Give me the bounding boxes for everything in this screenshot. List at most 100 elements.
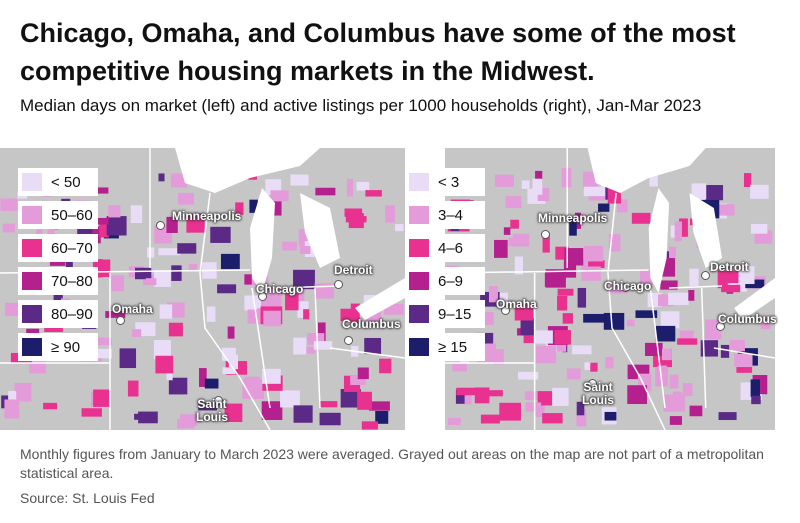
metro-area <box>751 395 761 405</box>
city-dot <box>258 292 267 301</box>
metro-area <box>751 223 768 234</box>
legend-label: ≥ 90 <box>51 338 81 356</box>
legend-item: 60–70 <box>18 234 98 262</box>
state-border <box>607 272 666 430</box>
legend-item: < 50 <box>18 168 98 196</box>
metro-area <box>300 245 311 254</box>
metro-area <box>307 333 325 345</box>
metro-area <box>708 185 718 202</box>
lake <box>689 193 723 268</box>
state-border <box>713 347 775 359</box>
metro-area <box>158 248 181 256</box>
metro-area <box>314 283 335 299</box>
metro-area <box>552 387 569 406</box>
metro-area <box>105 311 126 318</box>
legend-item: ≥ 90 <box>18 333 98 361</box>
legend-swatch <box>22 272 42 290</box>
metro-area <box>743 173 752 188</box>
legend-label: 9–15 <box>438 305 472 323</box>
metro-area <box>677 338 698 345</box>
metro-area <box>729 340 745 352</box>
metro-area <box>525 402 542 412</box>
metro-area <box>609 283 628 294</box>
metro-area <box>5 302 19 316</box>
legend-swatch <box>22 173 42 191</box>
metro-area <box>617 199 628 213</box>
legend-item: 4–6 <box>405 234 485 262</box>
metro-area <box>317 322 326 342</box>
metro-area <box>206 306 216 322</box>
city-dot <box>156 221 165 230</box>
state-border <box>251 287 271 409</box>
metro-area <box>581 266 601 281</box>
metro-area <box>130 205 143 223</box>
metro-area <box>474 387 490 404</box>
city-label: Omaha <box>112 302 153 316</box>
metro-area <box>166 368 173 381</box>
metro-area <box>494 292 508 305</box>
metro-area <box>649 172 658 187</box>
legend-item: 9–15 <box>405 300 485 328</box>
city-label: Detroit <box>334 263 373 277</box>
legend-swatch <box>22 338 42 356</box>
state-border <box>314 287 321 409</box>
metro-area <box>43 402 58 410</box>
metro-area <box>577 287 587 308</box>
metro-area <box>395 224 404 232</box>
metro-area <box>244 376 260 395</box>
metro-area <box>293 269 315 290</box>
metro-area <box>635 310 658 318</box>
state-border <box>607 192 617 274</box>
metro-area <box>280 390 300 408</box>
city-dot <box>334 280 343 289</box>
metro-area <box>170 173 187 188</box>
metro-area <box>93 389 110 407</box>
metro-area <box>608 234 621 252</box>
metro-area <box>505 196 522 209</box>
metro-area <box>106 216 127 236</box>
lake <box>734 278 775 320</box>
legend-swatch <box>409 173 429 191</box>
metro-area <box>134 413 149 420</box>
map <box>445 148 775 430</box>
metro-area <box>44 325 63 332</box>
metro-area <box>562 313 573 324</box>
city-dot <box>214 396 223 405</box>
metro-area <box>270 190 289 202</box>
state-border <box>329 347 405 359</box>
legend-label: 60–70 <box>51 239 93 257</box>
metro-area <box>348 213 364 229</box>
metro-area <box>188 263 198 271</box>
lake <box>250 188 275 293</box>
legend-swatch <box>22 305 42 323</box>
city-dot <box>501 306 510 315</box>
metro-area <box>512 233 530 247</box>
city-label: Columbus <box>342 317 401 331</box>
legend-swatch <box>22 206 42 224</box>
city-label: Omaha <box>496 297 537 311</box>
metro-area <box>456 387 477 396</box>
metro-area <box>300 346 316 354</box>
metro-area <box>368 401 390 411</box>
metro-area <box>319 401 338 408</box>
metro-area <box>159 304 173 319</box>
metro-area <box>689 405 703 417</box>
metro-area <box>658 294 674 307</box>
metro-area <box>510 219 519 229</box>
metro-area <box>350 375 366 386</box>
metro-area <box>235 202 244 215</box>
metro-area <box>584 245 604 262</box>
legend-swatch <box>409 206 429 224</box>
title: Chicago, Omaha, and Columbus have some o… <box>20 18 736 86</box>
metro-area <box>4 399 20 419</box>
legend-item: 3–4 <box>405 201 485 229</box>
legend-label: 3–4 <box>438 206 464 224</box>
metro-area <box>557 288 574 296</box>
state-border <box>199 192 211 274</box>
legend-item: 70–80 <box>18 267 98 295</box>
metro-area <box>220 253 240 270</box>
legend-label: 80–90 <box>51 305 93 323</box>
metro-area <box>626 319 635 327</box>
metro-area <box>340 389 361 408</box>
